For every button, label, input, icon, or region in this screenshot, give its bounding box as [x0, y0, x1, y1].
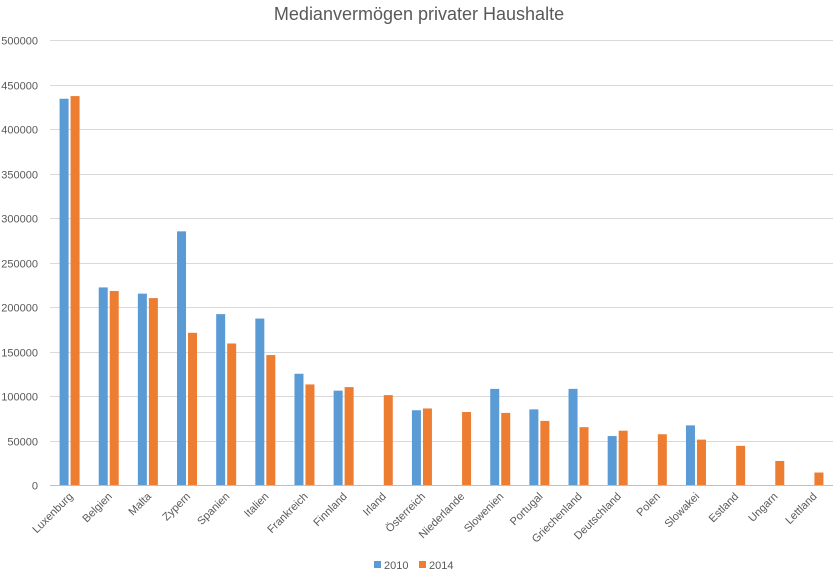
bar-2014-Estland [736, 445, 746, 485]
bar-2014-Polen [657, 434, 667, 485]
bar-2010-Slowakei [685, 425, 695, 485]
bar-2014-Portugal [540, 420, 550, 485]
x-tick-label: Polen [635, 491, 663, 519]
bar-2014-Zypern [188, 332, 198, 485]
y-tick-label: 400000 [1, 125, 38, 137]
bar-2010-Zypern [177, 231, 187, 485]
bar-2014-Spanien [227, 343, 237, 485]
bar-2014-Irland [383, 395, 393, 485]
x-tick-label: Estland [707, 491, 741, 525]
bar-2010-Griechenland [568, 388, 578, 485]
legend-label: 2010 [384, 560, 408, 572]
x-tick-label: Lettland [783, 491, 819, 527]
y-tick-label: 500000 [1, 36, 38, 48]
x-tick-label: Finnland [311, 491, 349, 529]
y-tick-label: 100000 [1, 392, 38, 404]
x-tick-label: Italien [242, 491, 271, 520]
y-tick-label: 450000 [1, 81, 38, 93]
x-tick-label: Belgien [80, 491, 114, 525]
x-tick-label: Irland [361, 491, 389, 519]
legend-swatch [374, 561, 381, 568]
bar-2010-Finnland [333, 390, 343, 485]
bar-2010-Italien [255, 318, 265, 485]
chart-title: Medianvermögen privater Haushalte [274, 4, 564, 24]
y-tick-label: 350000 [1, 170, 38, 182]
x-tick-label: Malta [126, 490, 154, 518]
bar-2014-Griechenland [579, 427, 589, 485]
y-tick-label: 300000 [1, 214, 38, 226]
x-tick-label: Slowakei [662, 491, 702, 531]
legend: 2010 2014 [374, 560, 453, 572]
bar-2014-Finnland [344, 387, 354, 485]
bars [59, 96, 824, 486]
x-tick-label: Ungarn [746, 491, 780, 525]
y-tick-label: 50000 [7, 437, 38, 449]
y-tick-label: 250000 [1, 259, 38, 271]
bar-2014-Slowakei [696, 439, 706, 485]
y-axis: 0 50000 100000 150000 200000 250000 300000 3500… [1, 36, 38, 493]
bar-2014-Frankreich [305, 384, 315, 485]
x-tick-label: Luxenburg [30, 491, 75, 536]
gridlines [50, 40, 833, 486]
bar-2014-Lettland [814, 472, 824, 485]
legend-swatch [419, 561, 426, 568]
bar-2014-Belgien [109, 290, 119, 485]
bar-2014-Österreich [422, 408, 432, 485]
x-tick-label: Frankreich [265, 491, 310, 536]
bar-2010-Slowenien [490, 388, 500, 485]
y-tick-label: 0 [32, 481, 38, 493]
bar-2010-Frankreich [294, 373, 304, 485]
bar-2014-Malta [148, 298, 158, 485]
bar-2014-Italien [266, 355, 276, 485]
bar-2014-Luxenburg [70, 96, 80, 485]
bar-2010-Luxenburg [59, 98, 69, 486]
bar-2010-Spanien [216, 314, 226, 485]
x-axis: Luxenburg Belgien Malta Zypern Spanien Italie… [30, 490, 819, 545]
x-tick-label: Zypern [160, 491, 193, 524]
bar-2014-Deutschland [618, 430, 628, 485]
bar-2010-Deutschland [607, 436, 617, 485]
x-tick-label: Slowenien [462, 491, 506, 535]
bar-2014-Ungarn [775, 460, 785, 485]
bar-2010-Österreich [411, 410, 421, 485]
x-tick-label: Spanien [195, 491, 232, 528]
bar-2010-Malta [137, 293, 147, 485]
bar-2014-Niederlande [462, 412, 472, 485]
y-tick-label: 150000 [1, 348, 38, 360]
legend-label: 2014 [429, 560, 453, 572]
bar-2010-Belgien [98, 287, 108, 485]
y-tick-label: 200000 [1, 303, 38, 315]
bar-2014-Slowenien [501, 412, 511, 485]
bar-2010-Portugal [529, 409, 539, 485]
x-tick-label: Portugal [508, 491, 545, 528]
